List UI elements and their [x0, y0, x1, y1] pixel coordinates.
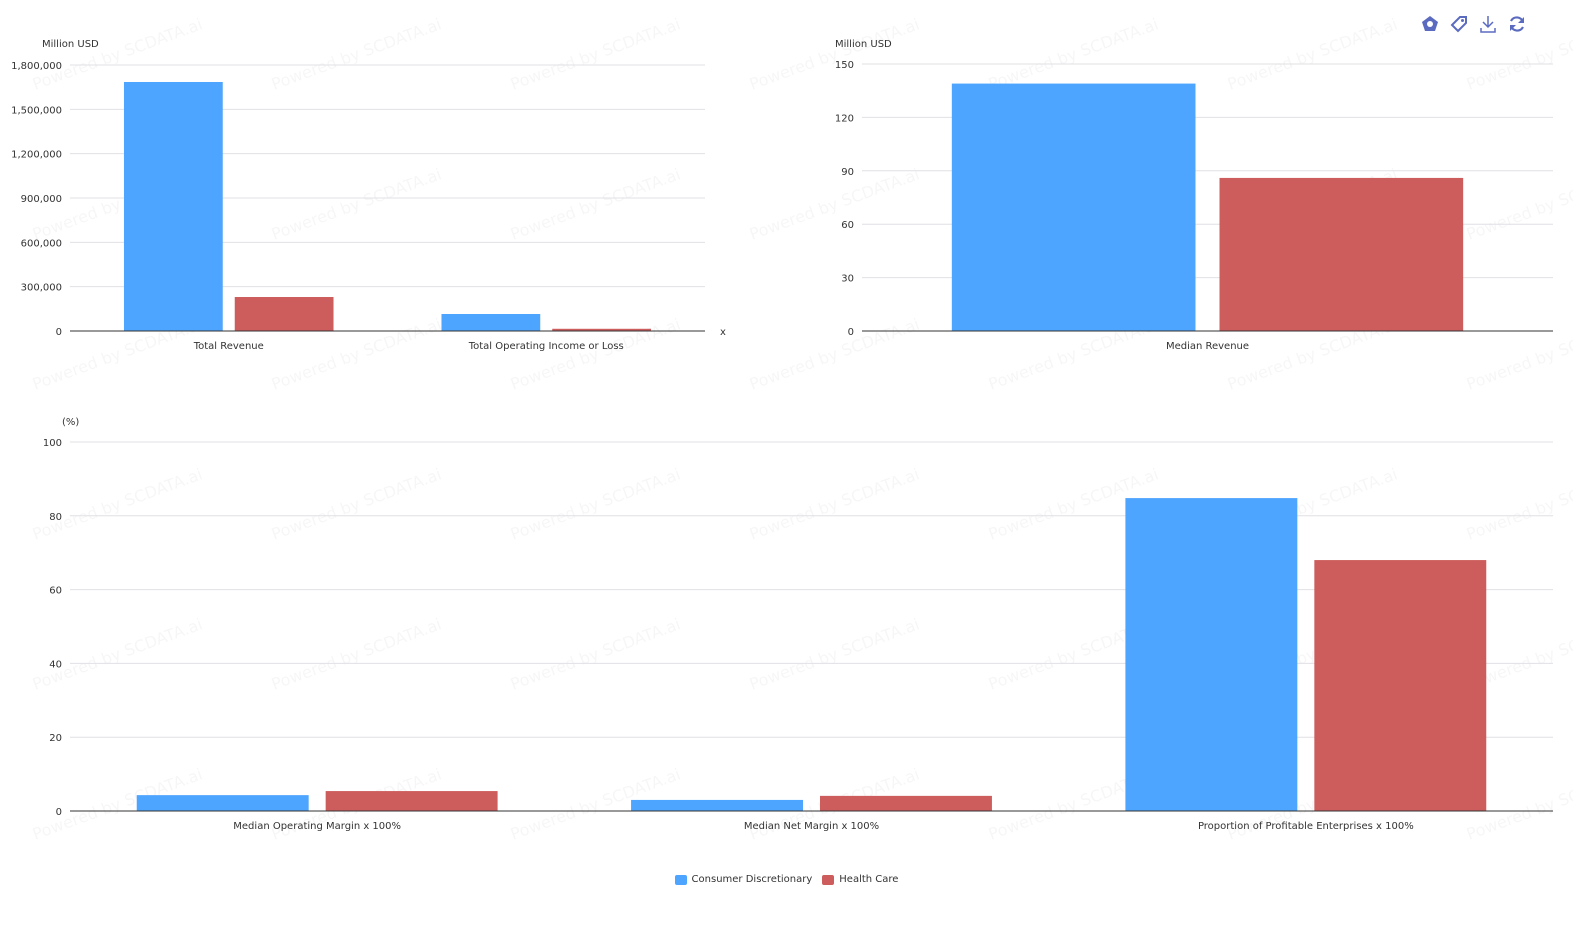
- watermark: Powered by SCDATA.ai: [747, 15, 922, 94]
- legend-label: Consumer Discretionary: [691, 874, 813, 885]
- watermark: Powered by SCDATA.ai: [747, 465, 922, 544]
- y-axis-unit: Million USD: [835, 39, 892, 50]
- y-tick-label: 150: [835, 60, 854, 71]
- x-tick-label: Median Revenue: [1166, 341, 1249, 352]
- toolbar: [1420, 14, 1527, 34]
- legend: Consumer Discretionary Health Care: [0, 874, 1573, 885]
- bar-health-care: [234, 297, 334, 331]
- watermark: Powered by SCDATA.ai: [1464, 315, 1573, 394]
- bar-consumer-discretionary: [951, 83, 1196, 331]
- y-tick-label: 30: [841, 274, 854, 285]
- watermark: Powered by SCDATA.ai: [30, 15, 205, 94]
- y-tick-label: 100: [43, 438, 62, 449]
- legend-swatch: [674, 874, 687, 885]
- watermark: Powered by SCDATA.ai: [747, 315, 922, 394]
- chart-canvas: Powered by SCDATA.ai Powered by SCDATA.ai…: [11, 15, 1573, 832]
- y-tick-label: 120: [835, 113, 854, 124]
- bar-consumer-discretionary: [441, 314, 541, 331]
- y-tick-label: 1,200,000: [11, 150, 62, 161]
- watermark: Powered by SCDATA.ai: [269, 615, 444, 694]
- bar-consumer-discretionary: [136, 795, 309, 811]
- watermark: Powered by SCDATA.ai: [30, 615, 205, 694]
- y-tick-label: 0: [56, 807, 62, 818]
- watermark: Powered by SCDATA.ai: [1464, 465, 1573, 544]
- watermark: Powered by SCDATA.ai: [508, 465, 683, 544]
- x-tick-label: Total Revenue: [193, 341, 264, 352]
- bar-consumer-discretionary: [123, 81, 223, 331]
- bar-health-care: [325, 791, 498, 811]
- watermark: Powered by SCDATA.ai: [269, 15, 444, 94]
- legend-swatch: [822, 874, 835, 885]
- y-axis-unit: Million USD: [42, 39, 99, 50]
- bar-health-care: [820, 795, 992, 811]
- bar-health-care: [552, 328, 652, 331]
- y-tick-label: 300,000: [21, 283, 62, 294]
- y-tick-label: 80: [49, 512, 62, 523]
- x-tick-label: Proportion of Profitable Enterprises x 1…: [1198, 821, 1414, 832]
- download-icon[interactable]: [1478, 14, 1498, 34]
- bar-health-care: [1314, 560, 1487, 811]
- legend-item-health-care[interactable]: Health Care: [822, 874, 898, 885]
- y-tick-label: 60: [49, 586, 62, 597]
- y-tick-label: 90: [841, 167, 854, 178]
- legend-item-consumer-discretionary[interactable]: Consumer Discretionary: [674, 874, 813, 885]
- bar-consumer-discretionary: [631, 799, 803, 811]
- watermark: Powered by SCDATA.ai: [747, 165, 922, 244]
- bar-consumer-discretionary: [1125, 498, 1298, 811]
- watermark: Powered by SCDATA.ai: [508, 165, 683, 244]
- x-tick-label: Median Operating Margin x 100%: [233, 821, 401, 832]
- y-tick-label: 40: [49, 659, 62, 670]
- x-tick-label: Total Operating Income or Loss: [468, 341, 624, 352]
- watermark: Powered by SCDATA.ai: [30, 465, 205, 544]
- watermark: Powered by SCDATA.ai: [508, 615, 683, 694]
- x-axis-label: x: [720, 327, 726, 338]
- y-tick-label: 0: [56, 327, 62, 338]
- chart-type-icon[interactable]: [1420, 14, 1440, 34]
- refresh-icon[interactable]: [1507, 14, 1527, 34]
- tag-icon[interactable]: [1449, 14, 1469, 34]
- y-axis-unit: (%): [62, 417, 79, 428]
- watermark: Powered by SCDATA.ai: [269, 465, 444, 544]
- y-tick-label: 20: [49, 733, 62, 744]
- legend-label: Health Care: [839, 874, 899, 885]
- watermark: Powered by SCDATA.ai: [269, 165, 444, 244]
- watermark: Powered by SCDATA.ai: [1225, 15, 1400, 94]
- x-tick-label: Median Net Margin x 100%: [744, 821, 879, 832]
- watermark: Powered by SCDATA.ai: [986, 15, 1161, 94]
- watermark: Powered by SCDATA.ai: [508, 15, 683, 94]
- y-tick-label: 1,500,000: [11, 105, 62, 116]
- y-tick-label: 1,800,000: [11, 61, 62, 72]
- y-tick-label: 0: [848, 327, 854, 338]
- y-tick-label: 900,000: [21, 194, 62, 205]
- y-tick-label: 60: [841, 220, 854, 231]
- y-tick-label: 600,000: [21, 238, 62, 249]
- bar-health-care: [1219, 177, 1464, 331]
- watermark: Powered by SCDATA.ai: [747, 615, 922, 694]
- watermark: Powered by SCDATA.ai: [1464, 165, 1573, 244]
